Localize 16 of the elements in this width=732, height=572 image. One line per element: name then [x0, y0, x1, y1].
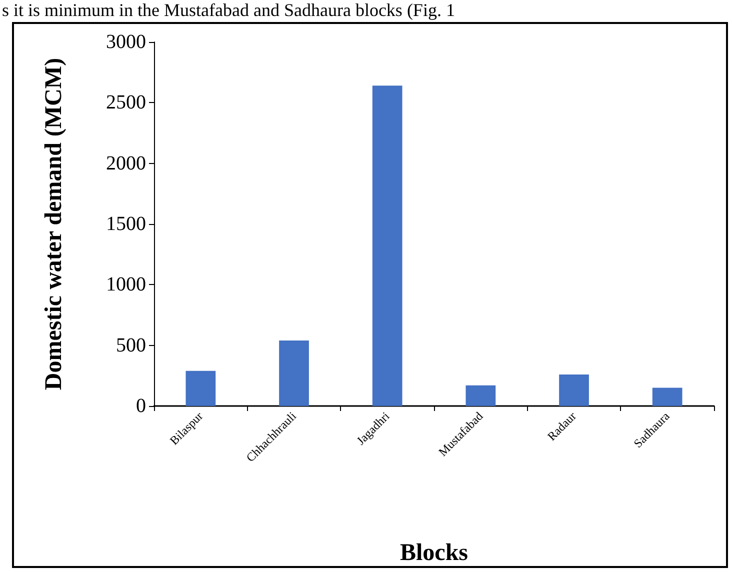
bar	[559, 374, 589, 406]
y-tick-label: 1000	[106, 274, 146, 296]
y-axis-title: Domestic water demand (MCM)	[41, 58, 67, 390]
y-tick-label: 0	[136, 395, 146, 417]
bar	[652, 388, 682, 406]
bar	[186, 370, 216, 406]
bar	[372, 86, 402, 406]
bar	[466, 385, 496, 406]
y-tick-label: 2500	[106, 92, 146, 114]
y-tick-label: 500	[116, 334, 146, 356]
y-tick-label: 3000	[106, 31, 146, 53]
y-tick-label: 1500	[106, 213, 146, 235]
y-tick-label: 2000	[106, 152, 146, 174]
x-axis-title: Blocks	[400, 540, 468, 566]
text: s it is minimum in the Mustafabad and Sadhaura blocks (Fig. 1	[2, 0, 456, 20]
bar	[279, 340, 309, 406]
